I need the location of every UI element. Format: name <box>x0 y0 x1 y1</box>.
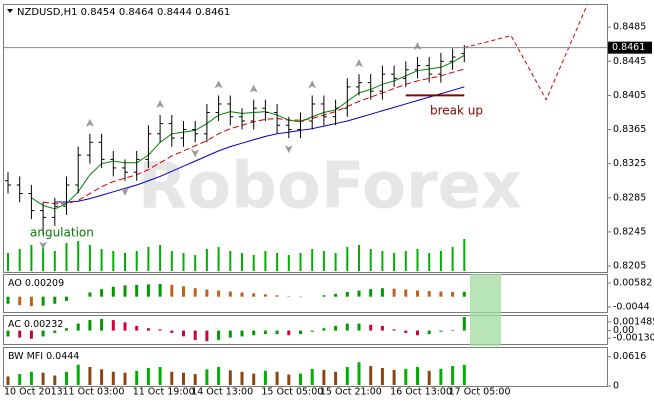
header-low: 0.8444 <box>157 7 192 18</box>
indicator-value: 0.0444 <box>46 351 79 362</box>
y-tick-label: 0.8485 <box>613 22 646 33</box>
price-label: 0.8461 <box>612 42 645 53</box>
header-high: 0.8464 <box>119 7 154 18</box>
x-tick-label: 10 Oct 2013 <box>4 387 63 398</box>
indicator-label: AO 0.00209 <box>8 278 64 289</box>
x-tick-label: 17 Oct 05:00 <box>449 387 511 398</box>
y-tick-label: 0.8245 <box>613 226 646 237</box>
indicator-name: AC <box>8 319 21 330</box>
y-tick-label: 0.001485 <box>613 316 654 327</box>
x-tick-label: 15 Oct 21:00 <box>320 387 382 398</box>
annotation: angulation <box>30 226 94 240</box>
x-tick-label: 11 Oct 19:00 <box>133 387 195 398</box>
fractal-up <box>308 80 317 89</box>
plot-layer: 0.8485 0.8445 0.8405 0.8365 0.8325 0.8285 0.82… <box>4 4 654 398</box>
x-tick-label: 11 Oct 03:00 <box>63 387 125 398</box>
y-tick-label: -0.0044 <box>613 302 650 313</box>
indicator-value: 0.00232 <box>24 319 63 330</box>
y-tick-label: 0.8405 <box>613 90 646 101</box>
highlight-box <box>470 274 501 346</box>
fractal-up <box>249 84 258 93</box>
y-tick-label: 0.8205 <box>613 261 646 272</box>
indicator-name: AO <box>8 278 22 289</box>
alligator-lips <box>31 54 465 210</box>
indicator-name: BW MFI <box>8 351 43 362</box>
ac-panel <box>3 315 608 345</box>
y-tick-label: 0.8325 <box>613 158 646 169</box>
x-tick-label: 14 Oct 13:00 <box>191 387 253 398</box>
annotation: break up <box>430 104 483 118</box>
main-panel <box>3 4 608 273</box>
price-box <box>608 41 652 54</box>
indicator-label: BW MFI 0.0444 <box>8 351 79 362</box>
y-tick-label: -0.00130 <box>613 333 654 344</box>
fractal-down <box>284 145 293 154</box>
header-open: 0.8454 <box>81 7 116 18</box>
symbol: NZDUSD,H1 <box>17 7 77 18</box>
x-tick-label: 15 Oct 05:00 <box>261 387 323 398</box>
watermark: RoboForex <box>138 150 522 224</box>
y-tick-label: 0.0616 <box>613 351 646 362</box>
menu-icon <box>7 9 13 13</box>
fractal-up <box>214 80 223 89</box>
fractal-down <box>39 241 48 250</box>
indicator-label: AC 0.00232 <box>8 319 63 330</box>
y-tick-label: 0.8365 <box>613 124 646 135</box>
ao-panel <box>3 274 608 313</box>
indicator-value: 0.00209 <box>25 278 64 289</box>
y-tick-label: 0 <box>613 381 619 392</box>
forecast-line <box>464 4 588 101</box>
chart-header: NZDUSD,H1 0.8454 0.8464 0.8444 0.8461 <box>17 7 230 18</box>
y-tick-label: 0.8285 <box>613 192 646 203</box>
y-tick-label: 0.8445 <box>613 56 646 67</box>
y-tick-label: 0.00582 <box>613 277 652 288</box>
fractal-up <box>156 100 165 109</box>
fractal-down <box>121 187 129 196</box>
y-tick-label: 0.00 <box>613 325 634 336</box>
header-close: 0.8461 <box>195 7 230 18</box>
x-tick-label: 16 Oct 13:00 <box>390 387 452 398</box>
fractal-up <box>355 59 363 68</box>
mfi-panel <box>3 347 608 387</box>
fractal-down <box>191 149 200 158</box>
fractal-up <box>85 118 94 127</box>
